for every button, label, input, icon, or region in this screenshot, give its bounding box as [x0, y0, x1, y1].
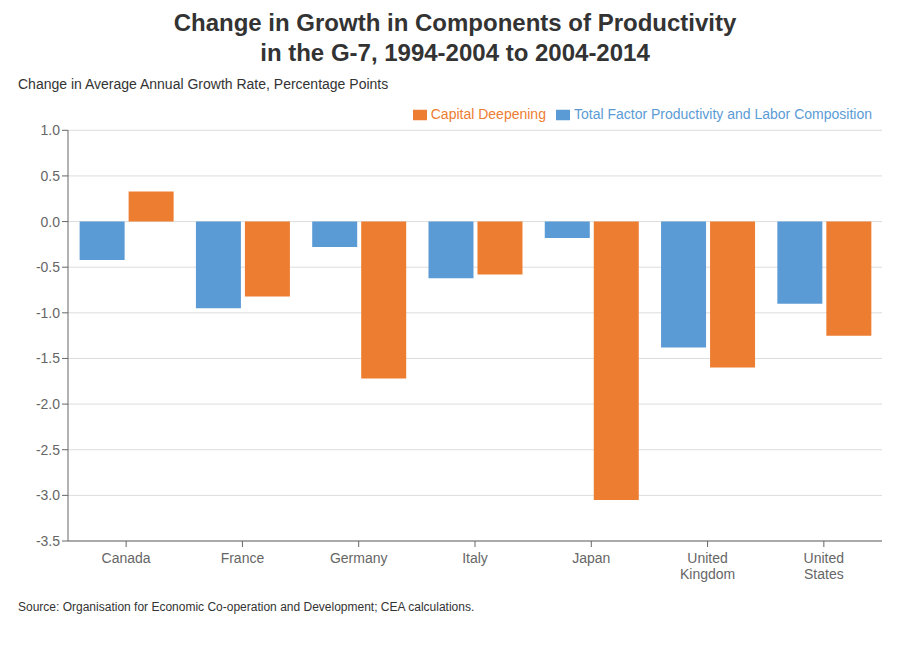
svg-text:Italy: Italy	[462, 550, 488, 566]
svg-text:UnitedStates: UnitedStates	[804, 550, 844, 582]
html-text:Change in Growth in Components: Change in Growth in Components of Produc…	[173, 9, 737, 66]
svg-text:0.5: 0.5	[41, 168, 61, 184]
svg-text:0.0: 0.0	[41, 214, 61, 230]
svg-text:-3.5: -3.5	[36, 533, 60, 549]
svg-text:France: France	[221, 550, 265, 566]
svg-text:-3.0: -3.0	[36, 487, 60, 503]
svg-text:-1.5: -1.5	[36, 350, 60, 366]
svg-text:1.0: 1.0	[41, 122, 61, 138]
svg-text:Canada: Canada	[102, 550, 151, 566]
html-text:Change in Average Annual Growt: Change in Average Annual Growth Rate, Pe…	[18, 76, 389, 92]
svg-text:-0.5: -0.5	[36, 259, 60, 275]
html-text:Source: Organisation for Econo: Source: Organisation for Economic Co-ope…	[18, 600, 475, 614]
svg-text:-2.0: -2.0	[36, 396, 60, 412]
html-text:Capital Deepening: Capital Deepening	[430, 106, 546, 122]
svg-text:Japan: Japan	[572, 550, 610, 566]
svg-text:-2.5: -2.5	[36, 442, 60, 458]
svg-text:Germany: Germany	[330, 550, 388, 566]
svg-text:UnitedKingdom: UnitedKingdom	[680, 550, 735, 582]
html-text:Total Factor Productivity and: Total Factor Productivity and Labor Comp…	[574, 106, 872, 122]
svg-text:-1.0: -1.0	[36, 305, 60, 321]
